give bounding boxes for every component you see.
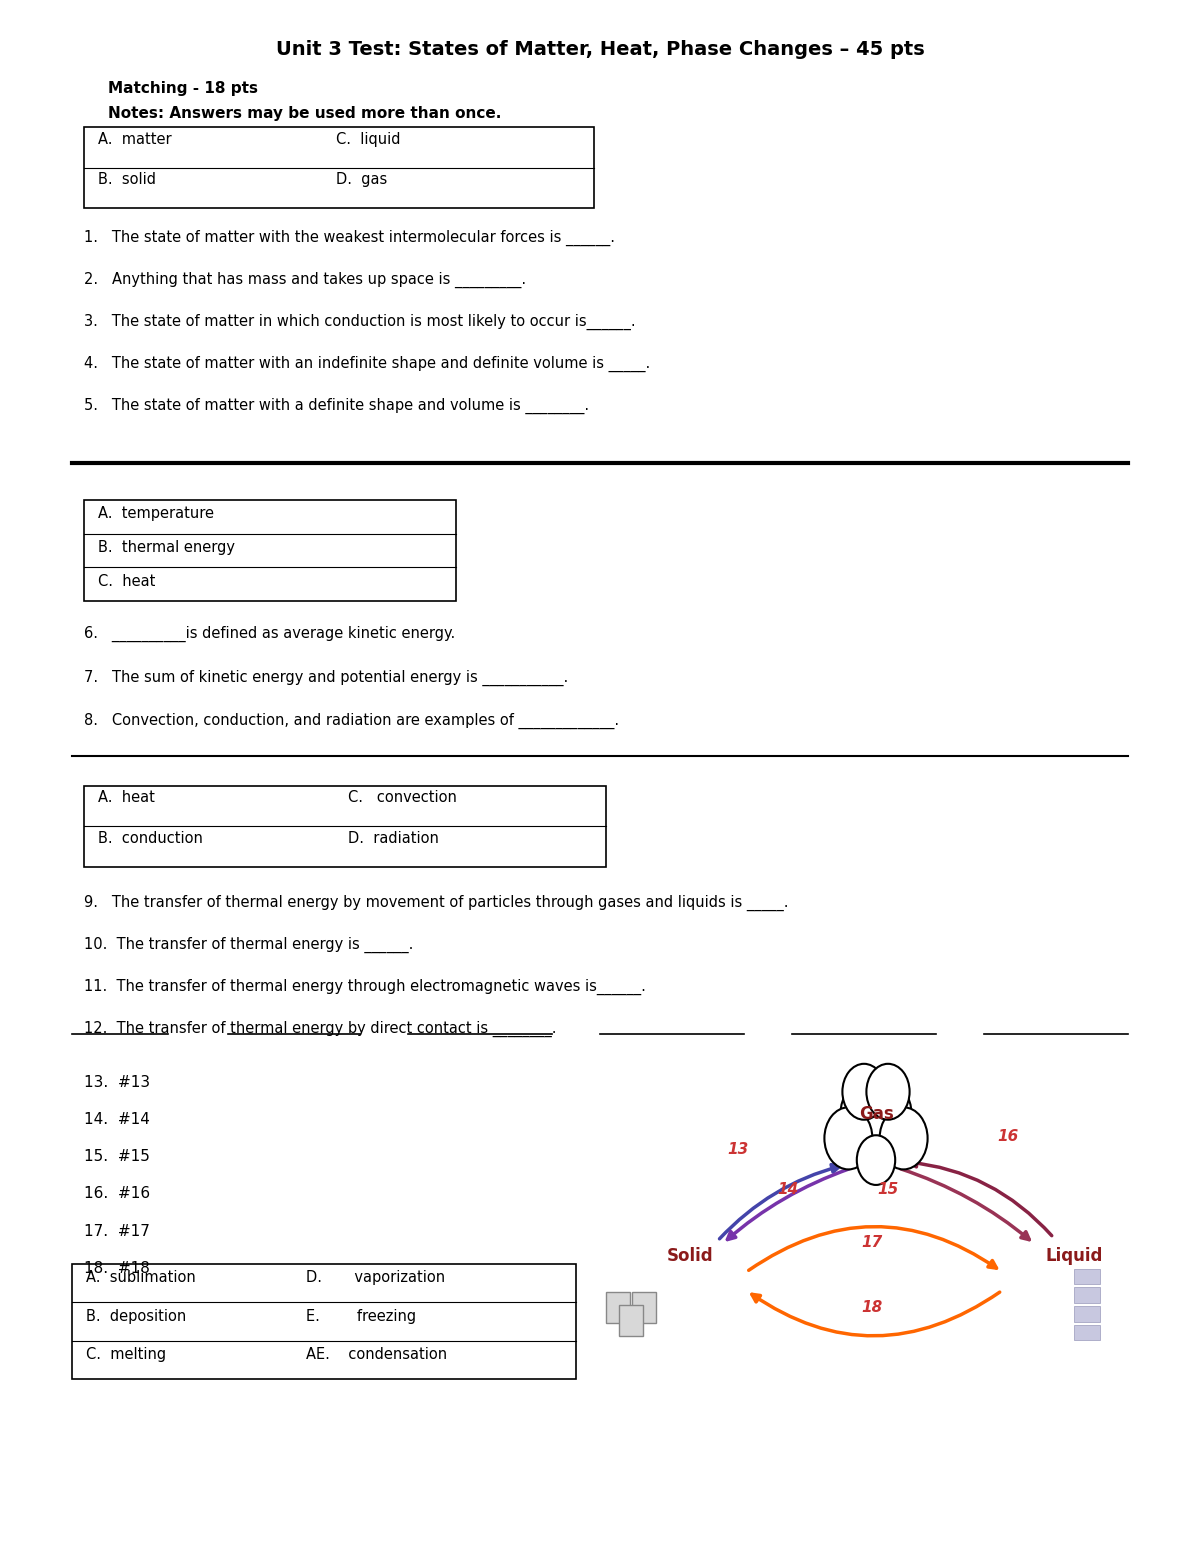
Text: 17.  #17: 17. #17 — [84, 1224, 150, 1239]
Text: 13: 13 — [727, 1141, 749, 1157]
FancyBboxPatch shape — [1074, 1287, 1100, 1303]
Text: 7.   The sum of kinetic energy and potential energy is ___________.: 7. The sum of kinetic energy and potenti… — [84, 669, 569, 685]
FancyBboxPatch shape — [619, 1305, 643, 1336]
Text: 5.   The state of matter with a definite shape and volume is ________.: 5. The state of matter with a definite s… — [84, 398, 589, 413]
Text: 13.  #13: 13. #13 — [84, 1075, 150, 1090]
FancyBboxPatch shape — [632, 1292, 656, 1323]
Circle shape — [857, 1135, 895, 1185]
FancyArrowPatch shape — [727, 1169, 850, 1239]
FancyBboxPatch shape — [606, 1292, 630, 1323]
Text: 18: 18 — [862, 1300, 883, 1315]
Text: 15: 15 — [877, 1182, 899, 1197]
Text: 8.   Convection, conduction, and radiation are examples of _____________.: 8. Convection, conduction, and radiation… — [84, 713, 619, 728]
Text: D.       vaporization: D. vaporization — [306, 1270, 445, 1286]
Text: C.  liquid: C. liquid — [336, 132, 401, 148]
FancyArrowPatch shape — [752, 1292, 1000, 1336]
Text: B.  solid: B. solid — [98, 172, 156, 188]
Text: AE.    condensation: AE. condensation — [306, 1346, 448, 1362]
Circle shape — [824, 1107, 872, 1169]
Text: 14.  #14: 14. #14 — [84, 1112, 150, 1127]
Text: 11.  The transfer of thermal energy through electromagnetic waves is______.: 11. The transfer of thermal energy throu… — [84, 978, 646, 994]
Circle shape — [842, 1064, 886, 1120]
Text: 9.   The transfer of thermal energy by movement of particles through gases and l: 9. The transfer of thermal energy by mov… — [84, 895, 788, 910]
Text: C.   convection: C. convection — [348, 790, 457, 806]
Circle shape — [866, 1064, 910, 1120]
FancyBboxPatch shape — [1074, 1306, 1100, 1322]
Text: 17: 17 — [862, 1235, 883, 1250]
Text: 6.   __________is defined as average kinetic energy.: 6. __________is defined as average kinet… — [84, 626, 455, 641]
Text: A.  matter: A. matter — [98, 132, 172, 148]
Text: 14: 14 — [778, 1182, 799, 1197]
Text: E.        freezing: E. freezing — [306, 1309, 416, 1323]
Text: A.  sublimation: A. sublimation — [86, 1270, 196, 1286]
Circle shape — [840, 1072, 912, 1165]
Text: 1.   The state of matter with the weakest intermolecular forces is ______.: 1. The state of matter with the weakest … — [84, 230, 616, 245]
FancyBboxPatch shape — [1074, 1269, 1100, 1284]
FancyArrowPatch shape — [900, 1169, 1030, 1239]
Text: D.  radiation: D. radiation — [348, 831, 439, 846]
FancyBboxPatch shape — [84, 127, 594, 208]
Text: 18.  #18: 18. #18 — [84, 1261, 150, 1277]
Text: 12.  The transfer of thermal energy by direct contact is ________.: 12. The transfer of thermal energy by di… — [84, 1020, 557, 1036]
Text: Solid: Solid — [667, 1247, 713, 1266]
Text: A.  temperature: A. temperature — [98, 506, 215, 522]
Text: D.  gas: D. gas — [336, 172, 388, 188]
Text: 2.   Anything that has mass and takes up space is _________.: 2. Anything that has mass and takes up s… — [84, 272, 526, 287]
Text: 15.  #15: 15. #15 — [84, 1149, 150, 1165]
FancyArrowPatch shape — [910, 1159, 1051, 1236]
Text: B.  deposition: B. deposition — [86, 1309, 187, 1323]
Text: Matching - 18 pts: Matching - 18 pts — [108, 81, 258, 96]
FancyBboxPatch shape — [1074, 1325, 1100, 1340]
Text: 16.  #16: 16. #16 — [84, 1186, 150, 1202]
Circle shape — [880, 1107, 928, 1169]
Text: C.  melting: C. melting — [86, 1346, 167, 1362]
Text: A.  heat: A. heat — [98, 790, 155, 806]
Text: Gas: Gas — [859, 1104, 893, 1123]
FancyBboxPatch shape — [84, 500, 456, 601]
Text: Unit 3 Test: States of Matter, Heat, Phase Changes – 45 pts: Unit 3 Test: States of Matter, Heat, Pha… — [276, 40, 924, 59]
Text: Notes: Answers may be used more than once.: Notes: Answers may be used more than onc… — [108, 106, 502, 121]
FancyBboxPatch shape — [72, 1264, 576, 1379]
Text: 4.   The state of matter with an indefinite shape and definite volume is _____.: 4. The state of matter with an indefinit… — [84, 356, 650, 371]
Text: B.  conduction: B. conduction — [98, 831, 203, 846]
Text: B.  thermal energy: B. thermal energy — [98, 540, 235, 554]
Text: 10.  The transfer of thermal energy is ______.: 10. The transfer of thermal energy is __… — [84, 936, 413, 952]
FancyArrowPatch shape — [749, 1227, 996, 1270]
FancyArrowPatch shape — [720, 1165, 840, 1239]
FancyBboxPatch shape — [84, 786, 606, 867]
Text: Liquid: Liquid — [1045, 1247, 1103, 1266]
Text: 16: 16 — [997, 1129, 1019, 1145]
Text: 3.   The state of matter in which conduction is most likely to occur is______.: 3. The state of matter in which conducti… — [84, 314, 636, 329]
Text: C.  heat: C. heat — [98, 573, 156, 589]
